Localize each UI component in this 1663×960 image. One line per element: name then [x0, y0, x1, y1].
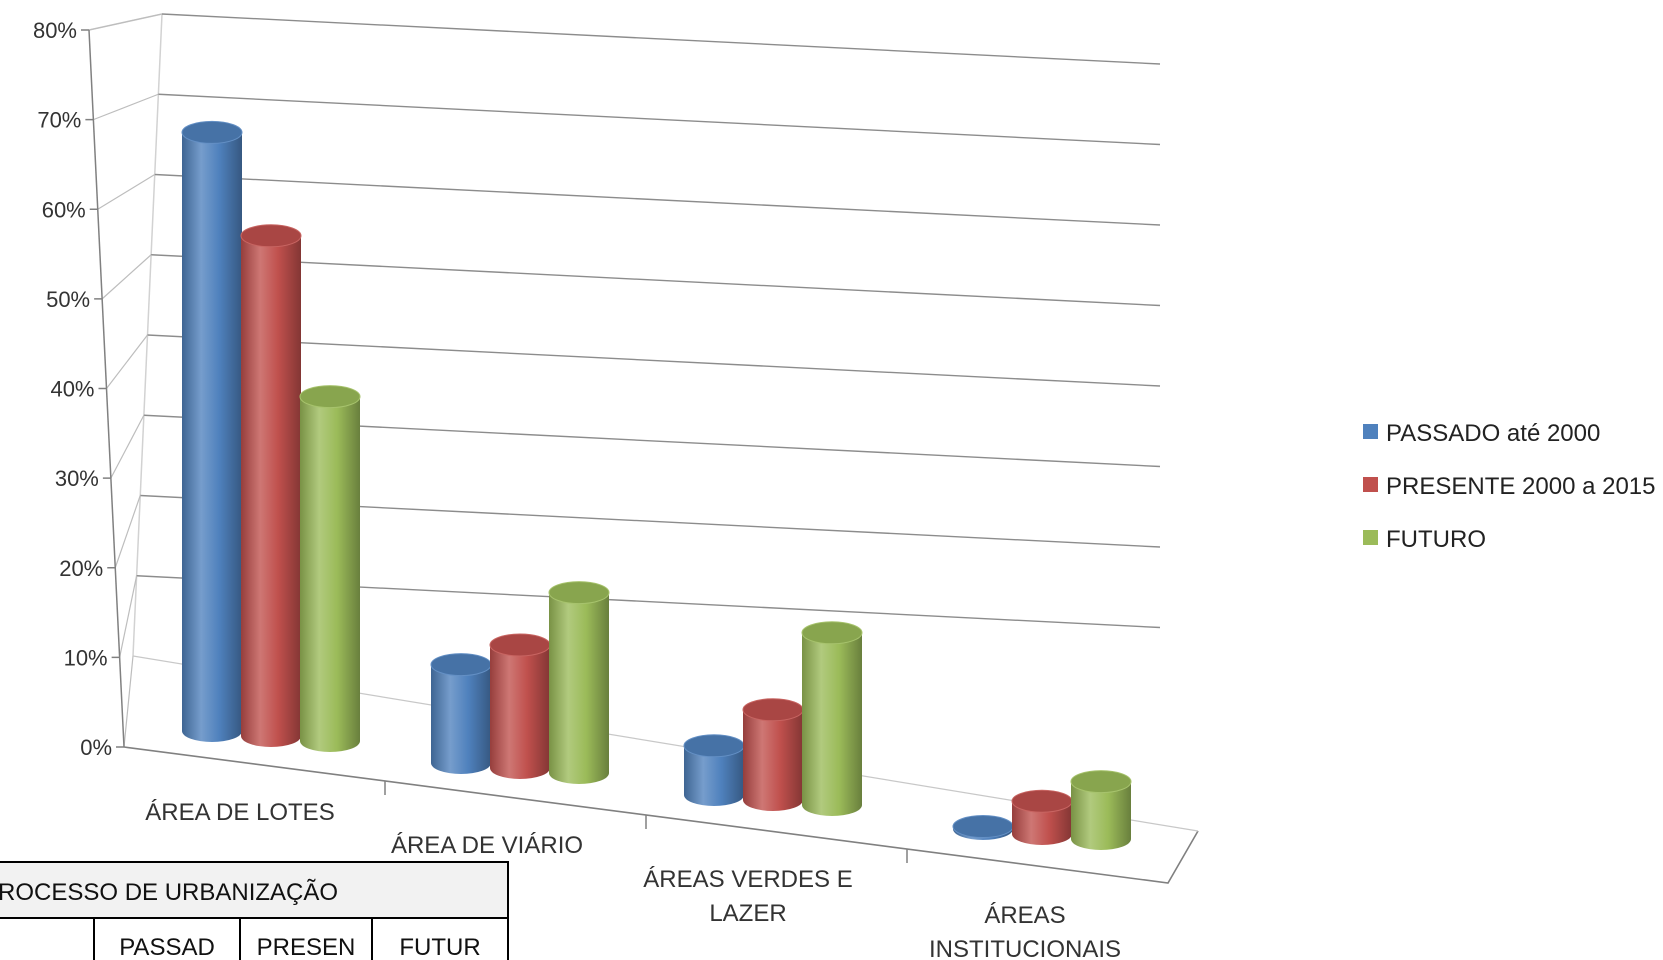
bar-top-cap	[1011, 789, 1073, 813]
table-header-presente: PRESEN	[257, 934, 356, 960]
bar	[683, 734, 745, 806]
legend: PASSADO até 2000 PRESENTE 2000 a 2015 FU…	[1363, 420, 1656, 553]
bar-body	[802, 632, 862, 816]
table-title: ROCESSO DE URBANIZAÇÃO	[0, 879, 338, 906]
table-header-passado: PASSAD	[119, 934, 215, 960]
y-tick-labels: 0% 10% 20% 30% 40% 50% 60% 70% 80%	[33, 18, 112, 760]
bar-top-cap	[683, 734, 745, 758]
y-tick-label: 30%	[55, 466, 99, 491]
bar-body	[300, 396, 360, 752]
y-tick-label: 10%	[64, 645, 108, 670]
bar	[742, 698, 804, 811]
bar	[801, 621, 863, 816]
table-title-cell	[0, 861, 509, 919]
bar-top-cap	[430, 653, 492, 677]
legend-label-futuro: FUTURO	[1386, 526, 1486, 553]
gridline	[158, 93, 1161, 146]
legend-item-presente: PRESENTE 2000 a 2015	[1363, 473, 1656, 500]
data-table: ROCESSO DE URBANIZAÇÃO PASSAD PRESEN FUT…	[0, 861, 509, 960]
y-tick-label: 40%	[50, 377, 94, 402]
bar-top-cap	[181, 120, 243, 144]
side-wall-gridline	[93, 93, 159, 121]
side-wall-gridline	[101, 254, 152, 300]
bar	[240, 224, 302, 748]
gridline	[147, 334, 1161, 387]
side-wall-gridline	[119, 575, 138, 658]
category-label: ÁREA DE LOTES	[145, 799, 334, 826]
legend-label-passado: PASSADO até 2000	[1386, 420, 1600, 447]
bar-top-cap	[801, 621, 863, 645]
bar-body	[549, 592, 609, 784]
category-label: INSTITUCIONAIS	[929, 936, 1121, 960]
y-tick-label: 60%	[42, 197, 86, 222]
bar	[181, 120, 243, 742]
bars	[181, 120, 1132, 850]
bar-body	[684, 745, 744, 806]
legend-item-passado: PASSADO até 2000	[1363, 420, 1600, 447]
category-label: LAZER	[709, 900, 786, 927]
y-tick-label: 0%	[80, 735, 112, 760]
bar	[952, 815, 1014, 840]
bar-body	[490, 645, 550, 779]
bar	[299, 385, 361, 752]
bar	[1070, 770, 1132, 850]
side-wall-gridline	[114, 495, 141, 568]
legend-swatch-passado	[1363, 424, 1378, 439]
bar-top-cap	[299, 385, 361, 409]
gridline	[151, 254, 1161, 307]
bar-top-cap	[489, 633, 551, 657]
side-wall-gridline	[123, 655, 134, 748]
category-label: ÁREAS VERDES E	[643, 866, 852, 893]
side-wall-gridline	[106, 334, 148, 389]
bar	[489, 633, 551, 779]
y-axis-line	[88, 29, 125, 748]
bar	[1011, 789, 1073, 845]
category-label: ÁREA DE VIÁRIO	[391, 832, 583, 859]
side-wall-gridline	[97, 173, 156, 210]
table-row-label-cell	[0, 917, 95, 960]
floor-outline	[123, 746, 1199, 884]
bar-top-cap	[952, 815, 1014, 839]
y-tick-label: 80%	[33, 18, 77, 43]
table-header-cell-passado	[93, 917, 241, 960]
bar-body	[1012, 801, 1072, 845]
legend-swatch-presente	[1363, 477, 1378, 492]
bar-body	[1071, 781, 1131, 850]
bar-body	[182, 132, 242, 742]
bar-top-cap	[1070, 770, 1132, 794]
y-tick-label: 20%	[59, 556, 103, 581]
table-header-cell-presente	[239, 917, 373, 960]
y-tick-label: 50%	[46, 287, 90, 312]
bar-body	[241, 235, 301, 748]
bar-top-cap	[240, 224, 302, 248]
bar-top-cap	[742, 698, 804, 722]
category-labels: ÁREA DE LOTES ÁREA DE VIÁRIO ÁREAS VERDES …	[145, 799, 1121, 960]
bar-body	[743, 709, 803, 811]
side-wall-gridline	[88, 13, 163, 31]
gridline	[154, 173, 1161, 226]
bar-top-cap	[548, 581, 610, 605]
y-axis	[88, 29, 125, 748]
gridline	[161, 13, 1161, 65]
table-header-futuro: FUTUR	[399, 934, 480, 960]
legend-swatch-futuro	[1363, 530, 1378, 545]
category-label: ÁREAS	[984, 902, 1065, 929]
y-tick-label: 70%	[37, 108, 81, 133]
bar	[548, 581, 610, 784]
bar	[430, 653, 492, 774]
legend-label-presente: PRESENTE 2000 a 2015	[1386, 473, 1656, 500]
side-wall-gridline	[110, 414, 145, 479]
bar-body	[431, 664, 491, 774]
table-header-cell-futuro	[371, 917, 509, 960]
legend-item-futuro: FUTURO	[1363, 526, 1486, 553]
